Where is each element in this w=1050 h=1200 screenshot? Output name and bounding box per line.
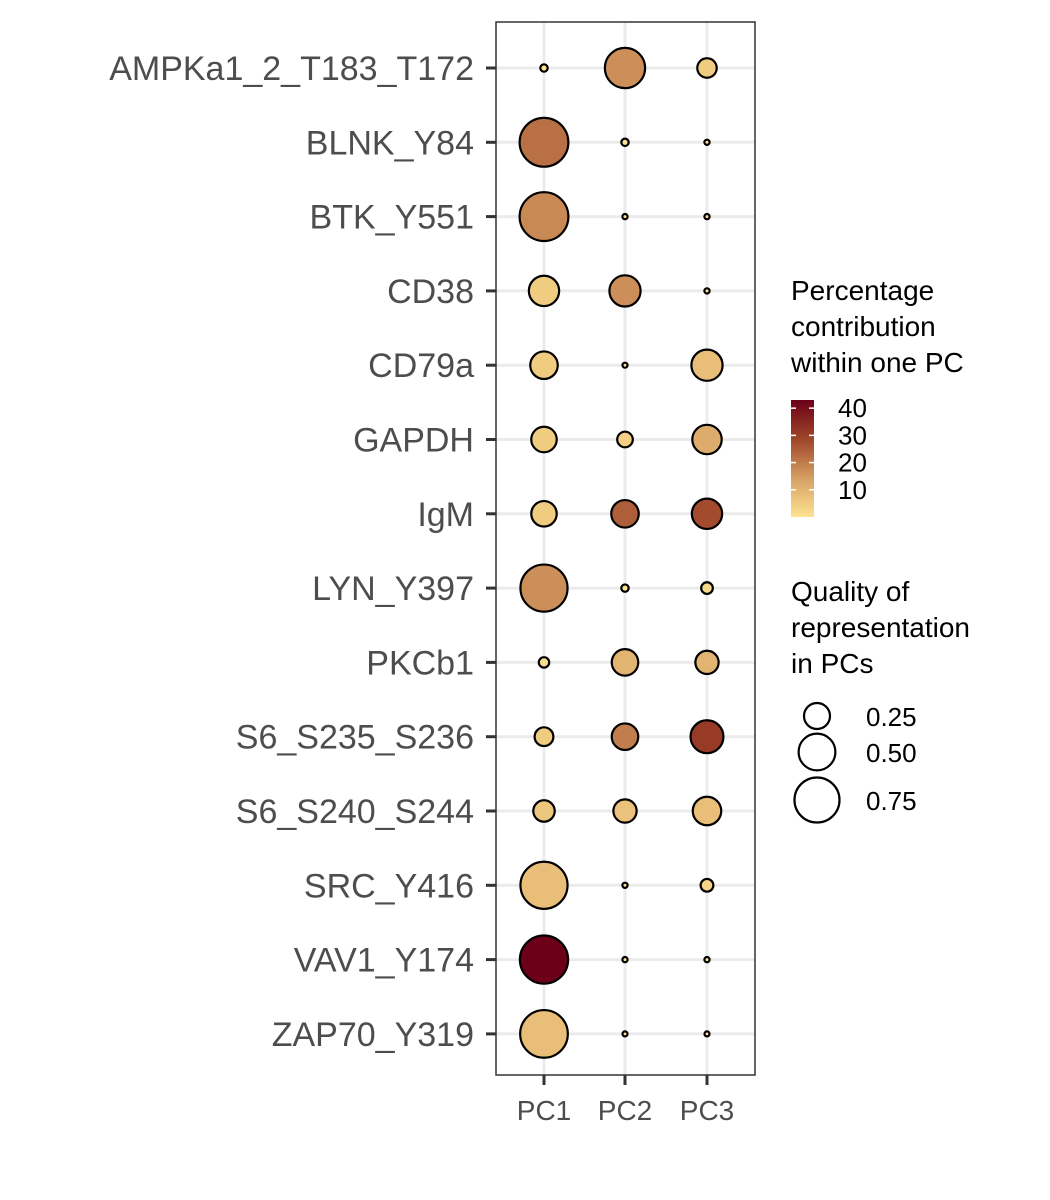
y-tick-label: AMPKa1_2_T183_T172 [109, 50, 474, 88]
size-legend-key [797, 732, 837, 772]
size-legend-key [793, 776, 841, 824]
point-blnk-y84-pc2 [620, 137, 630, 148]
size-legend-key [802, 701, 832, 731]
point-igm-pc3 [690, 497, 724, 531]
point-blnk-y84-pc3 [703, 138, 711, 146]
point-s6-s240-s244-pc2 [612, 798, 638, 824]
point-igm-pc2 [610, 498, 640, 529]
color-legend-title-line: contribution [791, 311, 936, 342]
point-gapdh-pc3 [691, 423, 723, 456]
point-s6-s240-s244-pc3 [691, 795, 723, 827]
point-vav1-y174-pc1 [518, 934, 570, 985]
point-lyn-y397-pc3 [700, 581, 714, 596]
y-tick-label: GAPDH [353, 422, 474, 460]
point-cd38-pc2 [608, 274, 642, 308]
point-zap70-y319-pc2 [621, 1030, 629, 1038]
point-s6-s240-s244-pc1 [532, 799, 556, 823]
y-tick-label: ZAP70_Y319 [272, 1016, 474, 1054]
size-legend-label: 0.25 [866, 702, 917, 732]
point-vav1-y174-pc2 [621, 955, 629, 964]
y-tick-label: LYN_Y397 [312, 570, 474, 608]
point-ampka1-2-t183-t172-pc2 [603, 46, 647, 90]
y-tick-label: CD79a [368, 347, 474, 385]
y-tick-label: S6_S235_S236 [236, 719, 474, 757]
point-gapdh-pc1 [530, 425, 558, 454]
y-axis: AMPKa1_2_T183_T172 BLNK_Y84 BTK_Y551 CD38 CD… [109, 50, 496, 1054]
point-btk-y551-pc3 [703, 212, 711, 221]
y-tick-label: SRC_Y416 [304, 867, 474, 905]
point-btk-y551-pc1 [518, 191, 570, 243]
x-axis: PC1 PC2 PC3 [517, 1075, 734, 1126]
size-legend-title-line: in PCs [791, 648, 873, 679]
color-legend: Percentage contribution within one PC 10203… [790, 275, 964, 517]
point-blnk-y84-pc1 [518, 116, 570, 168]
colorbar-tick-label: 20 [838, 448, 867, 478]
point-src-y416-pc1 [519, 860, 569, 910]
colorbar [791, 400, 814, 517]
point-s6-s235-s236-pc3 [689, 719, 725, 755]
point-cd38-pc3 [703, 287, 711, 295]
point-cd79a-pc1 [529, 350, 559, 381]
point-gapdh-pc2 [616, 430, 634, 449]
data-points [518, 46, 725, 1059]
point-s6-s235-s236-pc2 [610, 722, 640, 752]
colorbar-tick-label: 30 [838, 420, 867, 450]
color-legend-title-line: Percentage [791, 275, 934, 306]
point-ampka1-2-t183-t172-pc1 [539, 63, 549, 73]
x-tick-label: PC2 [598, 1095, 652, 1126]
y-tick-label: CD38 [387, 273, 474, 311]
point-s6-s235-s236-pc1 [533, 726, 555, 748]
point-src-y416-pc3 [699, 877, 715, 893]
x-tick-label: PC3 [680, 1095, 734, 1126]
size-legend-label: 0.75 [866, 786, 917, 816]
point-lyn-y397-pc2 [620, 583, 630, 593]
size-legend: Quality of representation in PCs 0.25 0.50 0.… [791, 576, 970, 824]
size-legend-label: 0.50 [866, 738, 917, 768]
y-tick-label: BLNK_Y84 [306, 124, 474, 162]
y-tick-label: BTK_Y551 [310, 199, 474, 237]
point-btk-y551-pc2 [621, 212, 629, 221]
colorbar-tick-label: 40 [838, 393, 867, 423]
point-cd79a-pc3 [690, 348, 724, 382]
point-pkcb1-pc2 [610, 648, 640, 677]
colorbar-tick-label: 10 [838, 475, 867, 505]
point-vav1-y174-pc3 [703, 955, 711, 964]
grid-lines [496, 22, 755, 1075]
point-ampka1-2-t183-t172-pc3 [696, 57, 718, 79]
size-legend-title-line: representation [791, 612, 970, 643]
y-tick-label: VAV1_Y174 [294, 942, 474, 980]
point-zap70-y319-pc3 [703, 1030, 711, 1038]
color-legend-title-line: within one PC [790, 347, 964, 378]
point-src-y416-pc2 [621, 881, 629, 890]
y-tick-label: S6_S240_S244 [236, 793, 474, 831]
point-cd79a-pc2 [621, 361, 629, 369]
y-tick-label: PKCb1 [366, 644, 474, 682]
point-cd38-pc1 [527, 274, 561, 308]
x-tick-label: PC1 [517, 1095, 571, 1126]
size-legend-title-line: Quality of [791, 576, 909, 607]
point-zap70-y319-pc1 [519, 1008, 569, 1059]
point-pkcb1-pc3 [694, 649, 720, 676]
point-pkcb1-pc1 [537, 656, 551, 669]
point-lyn-y397-pc1 [519, 563, 569, 613]
point-igm-pc1 [530, 499, 558, 528]
y-tick-label: IgM [417, 496, 474, 534]
